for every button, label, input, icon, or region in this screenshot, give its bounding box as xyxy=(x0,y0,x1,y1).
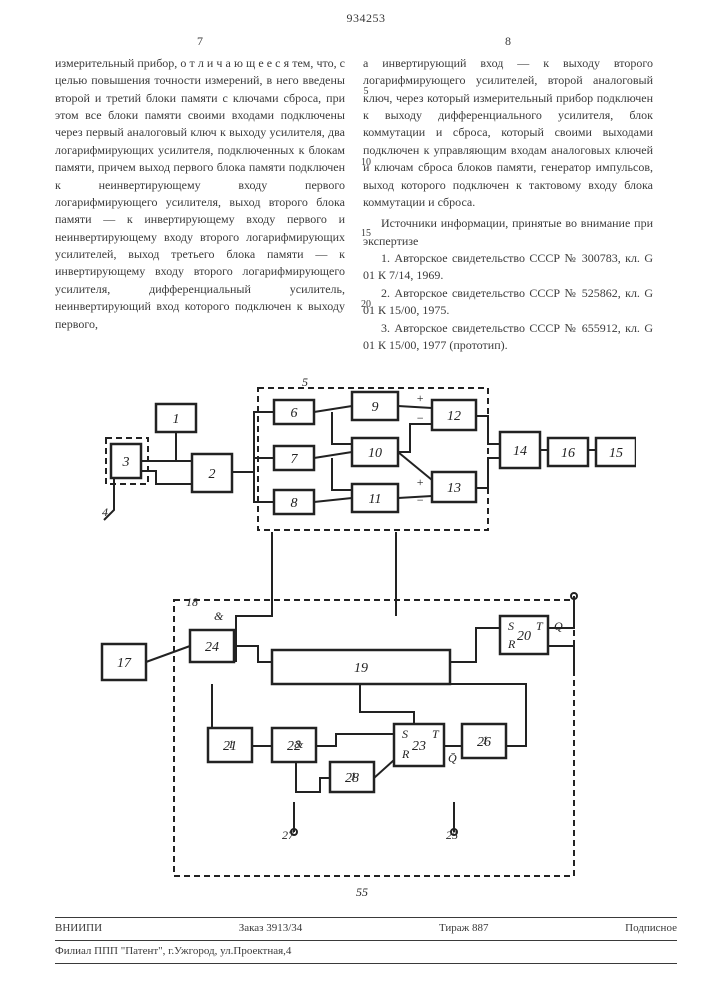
svg-text:9: 9 xyxy=(372,400,379,415)
right-col-number: 8 xyxy=(363,33,653,50)
footer-order: Заказ 3913/34 xyxy=(239,921,303,937)
right-col-body: а инвертирующий вход — к выходу второго … xyxy=(363,56,653,209)
svg-text:11: 11 xyxy=(369,492,382,507)
svg-text:Q̄: Q̄ xyxy=(448,751,457,765)
doc-number: 934253 xyxy=(55,10,677,27)
line-number: 20 xyxy=(361,298,371,313)
svg-text:+: + xyxy=(416,391,424,405)
svg-text:R: R xyxy=(507,637,516,651)
svg-text:1: 1 xyxy=(228,737,234,751)
line-number: 10 xyxy=(361,156,371,171)
ref-item: 1. Авторское свидетельство СССР № 300783… xyxy=(363,250,653,285)
svg-text:+: + xyxy=(416,475,424,489)
svg-text:1: 1 xyxy=(350,769,356,783)
svg-text:1: 1 xyxy=(173,412,180,427)
right-column: 8 а инвертирующий вход — к выходу второг… xyxy=(363,33,653,354)
svg-text:17: 17 xyxy=(117,656,132,671)
circuit-diagram: 1326789101112131416151724192021222326284… xyxy=(96,372,636,902)
svg-text:1: 1 xyxy=(482,733,488,747)
svg-text:&: & xyxy=(214,609,224,623)
svg-text:18: 18 xyxy=(186,595,198,609)
ref-item: 2. Авторское свидетельство СССР № 525862… xyxy=(363,285,653,320)
svg-text:12: 12 xyxy=(447,409,461,424)
svg-text:19: 19 xyxy=(354,661,368,676)
line-number: 15 xyxy=(361,227,371,242)
svg-text:20: 20 xyxy=(517,629,531,644)
svg-text:R: R xyxy=(401,747,410,761)
svg-text:15: 15 xyxy=(609,446,623,461)
svg-text:5: 5 xyxy=(302,375,308,389)
footer-org: ВНИИПИ xyxy=(55,921,102,937)
svg-text:6: 6 xyxy=(291,406,298,421)
svg-text:4: 4 xyxy=(102,505,108,519)
footer-line-1: ВНИИПИ Заказ 3913/34 Тираж 887 Подписное xyxy=(55,917,677,941)
line-number: 5 xyxy=(364,85,369,100)
svg-text:Q: Q xyxy=(554,619,563,633)
svg-text:−: − xyxy=(416,493,424,507)
svg-text:2: 2 xyxy=(209,467,216,482)
refs-header: Источники информации, принятые во вниман… xyxy=(363,215,653,250)
svg-text:3: 3 xyxy=(122,455,130,470)
footer-line-2: Филиал ППП "Патент", г.Ужгород, ул.Проек… xyxy=(55,941,677,964)
svg-text:−: − xyxy=(416,411,424,425)
svg-text:24: 24 xyxy=(205,640,219,655)
footer-sign: Подписное xyxy=(625,921,677,937)
svg-text:16: 16 xyxy=(561,446,575,461)
svg-text:14: 14 xyxy=(513,444,527,459)
svg-text:10: 10 xyxy=(368,446,382,461)
left-col-number: 7 xyxy=(55,33,345,50)
two-column-text: 5 10 15 20 7 измерительный прибор, о т л… xyxy=(55,33,677,354)
svg-text:8: 8 xyxy=(291,496,298,511)
svg-text:7: 7 xyxy=(291,452,299,467)
footer-print: Тираж 887 xyxy=(439,921,489,937)
svg-text:55: 55 xyxy=(356,885,368,899)
left-column: 7 измерительный прибор, о т л и ч а ю щ … xyxy=(55,33,345,354)
svg-text:23: 23 xyxy=(412,739,426,754)
svg-text:S: S xyxy=(402,727,408,741)
ref-item: 3. Авторское свидетельство СССР № 655912… xyxy=(363,320,653,355)
left-col-body: измерительный прибор, о т л и ч а ю щ е … xyxy=(55,56,345,331)
svg-text:13: 13 xyxy=(447,481,461,496)
svg-text:&: & xyxy=(294,737,304,751)
svg-text:S: S xyxy=(508,619,514,633)
